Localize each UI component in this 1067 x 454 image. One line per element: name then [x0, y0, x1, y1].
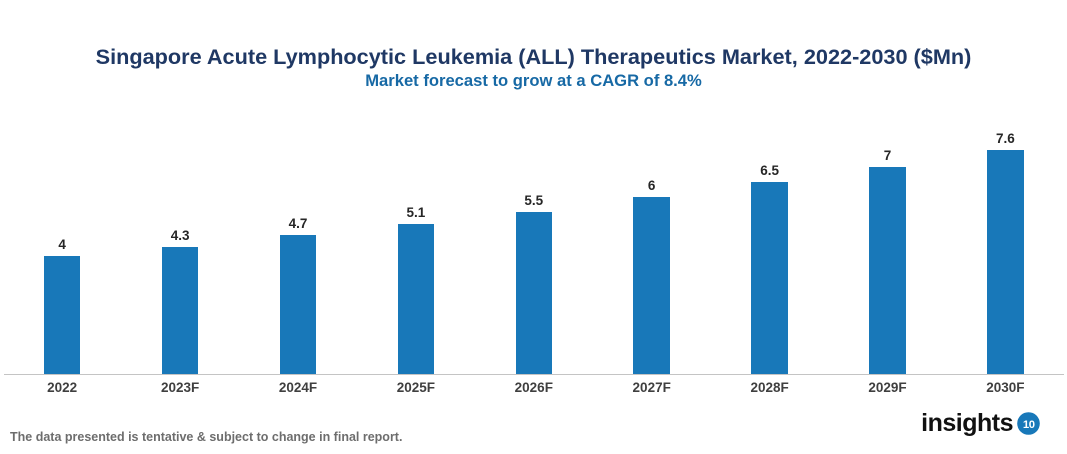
svg-text:10: 10	[1023, 419, 1035, 431]
